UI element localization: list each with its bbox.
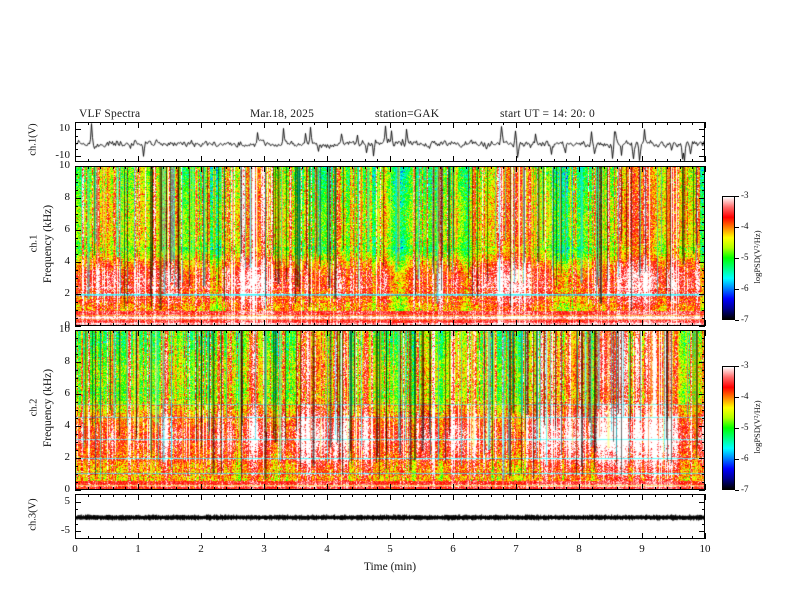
ytick-ch2-8: 8: [64, 355, 71, 367]
colorbar-ch2-tick-neg4: -4: [741, 391, 749, 401]
colorbar-ch1-tick-neg4: -4: [741, 221, 749, 231]
ytick-ch1-2: 2: [64, 287, 71, 299]
colorbar-ch2-tick-neg3: -3: [741, 360, 749, 370]
xtick-4: 4: [324, 543, 330, 555]
xtick-0: 0: [72, 543, 78, 555]
colorbar-ch1-tick-neg3: -3: [741, 190, 749, 200]
ch3-voltage-axis-title: ch.3(V): [27, 497, 39, 531]
xtick-5: 5: [387, 543, 393, 555]
xtick-7: 7: [513, 543, 519, 555]
xtick-9: 9: [639, 543, 645, 555]
ytick-ch1-4: 4: [64, 255, 71, 267]
xtick-10: 10: [699, 543, 711, 555]
ytick-ch1-6: 6: [64, 223, 71, 235]
ch1-frequency-axis-title: Frequency (kHz): [42, 204, 54, 284]
start-ut-label: start UT = 14: 20: 0: [500, 108, 595, 120]
xtick-1: 1: [135, 543, 141, 555]
ytick-ch1-10: 10: [59, 159, 70, 171]
ytick-ch1v--10: -10: [55, 149, 70, 161]
colorbar-ch2-tick-neg5: -5: [741, 422, 749, 432]
colorbar-ch2: [722, 366, 735, 490]
ytick-ch2-10: 10: [59, 323, 70, 335]
ch1-voltage-axis-title: ch.1(V): [27, 123, 39, 156]
ytick-ch1-0: 0: [64, 319, 71, 331]
observation-date: Mar.18, 2025: [250, 108, 315, 120]
ytick-ch1v-10: 10: [59, 122, 70, 134]
colorbar-ch2-tick-neg7: -7: [741, 484, 749, 494]
colorbar-ch2-gradient: [723, 367, 734, 489]
x-axis-title: Time (min): [363, 561, 417, 573]
xtick-2: 2: [198, 543, 204, 555]
colorbar-ch2-tick-neg6: -6: [741, 453, 749, 463]
ytick-ch2-0: 0: [64, 483, 71, 495]
panel-ch1-spectrogram: [75, 166, 705, 326]
ytick-ch2-4: 4: [64, 419, 71, 431]
panel-ch3-voltage: [75, 494, 705, 539]
colorbar-ch1-title: logPSD(V²/Hz): [752, 230, 762, 284]
colorbar-ch1: [722, 196, 735, 320]
station-label: station=GAK: [375, 108, 440, 120]
figure-header: VLF Spectra Mar.18, 2025 station=GAK sta…: [75, 108, 715, 123]
figure-title: VLF Spectra: [79, 108, 141, 120]
panel-ch1-voltage: [75, 122, 705, 162]
colorbar-ch2-title: logPSD(V²/Hz): [752, 400, 762, 454]
colorbar-ch1-tick-neg6: -6: [741, 283, 749, 293]
ytick-ch2-6: 6: [64, 387, 71, 399]
ch2-axis-name: ch.2: [28, 398, 40, 417]
ytick-ch2-2: 2: [64, 451, 71, 463]
ytick-ch3v--5: -5: [60, 524, 70, 536]
ch1-axis-name: ch.1: [28, 234, 40, 253]
xtick-6: 6: [450, 543, 456, 555]
ytick-ch3v-5: 5: [64, 495, 71, 507]
colorbar-ch1-tick-neg7: -7: [741, 314, 749, 324]
panel-ch2-spectrogram: [75, 330, 705, 490]
xtick-8: 8: [576, 543, 582, 555]
ch2-frequency-axis-title: Frequency (kHz): [42, 368, 54, 448]
ytick-ch1-8: 8: [64, 191, 71, 203]
colorbar-ch1-tick-neg5: -5: [741, 252, 749, 262]
colorbar-ch1-gradient: [723, 197, 734, 319]
xtick-3: 3: [261, 543, 267, 555]
